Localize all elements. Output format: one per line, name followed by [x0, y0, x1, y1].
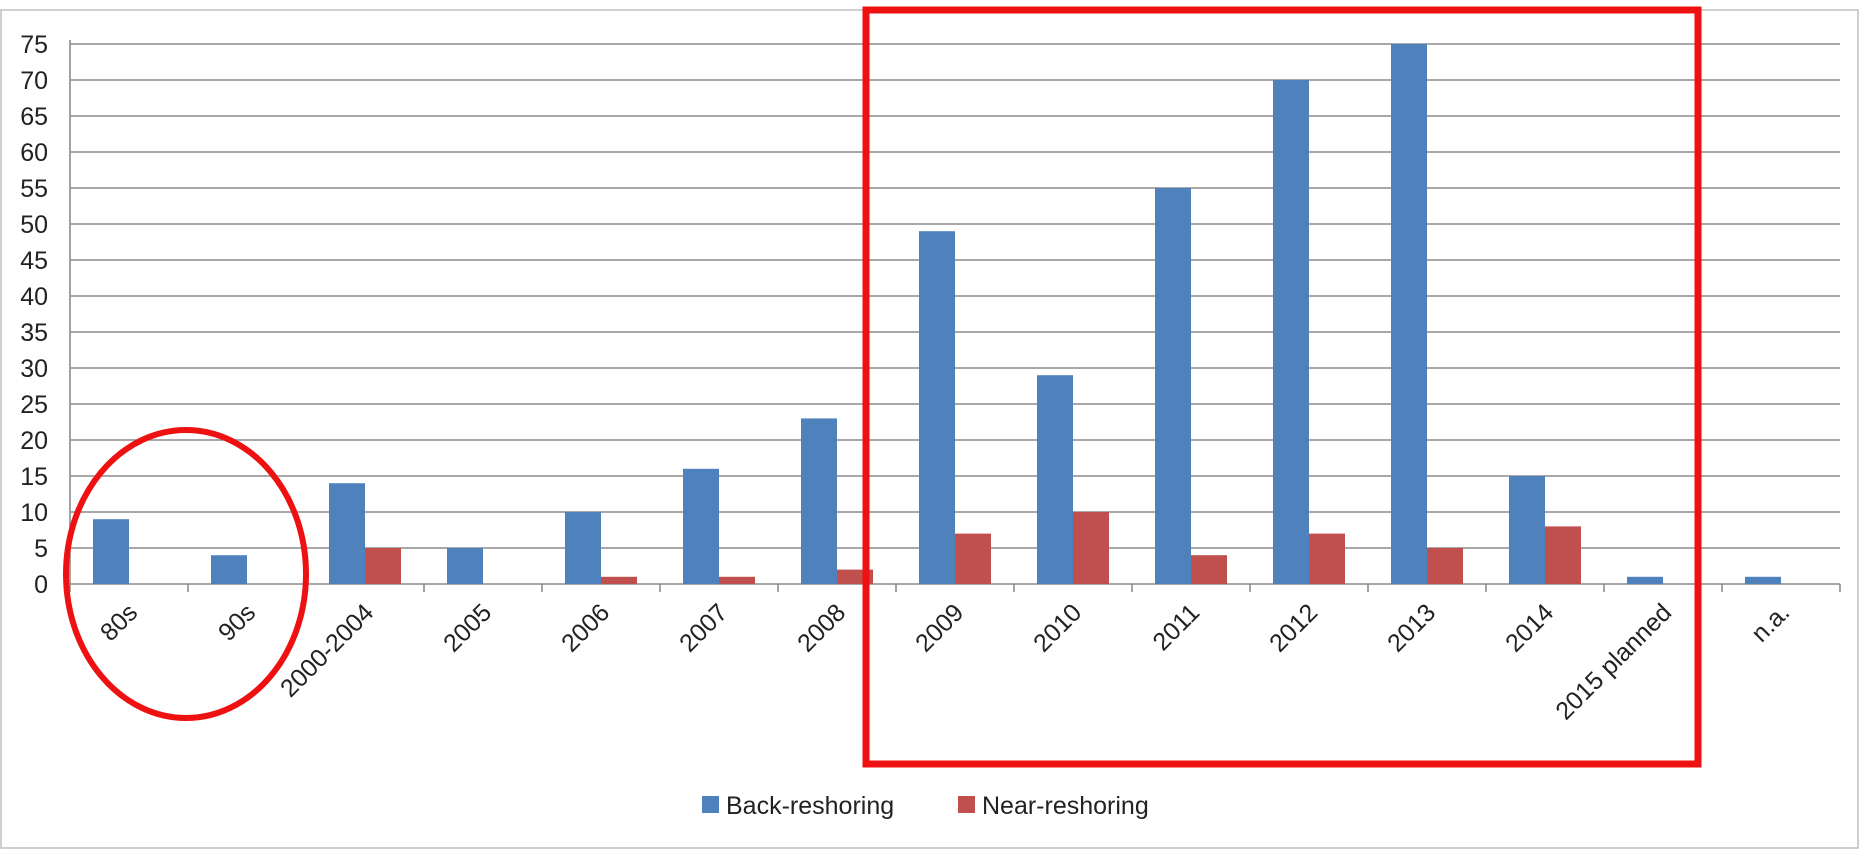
y-tick-label: 10: [20, 499, 48, 527]
bar-near-reshoring: [1309, 533, 1345, 584]
y-tick-label: 50: [20, 211, 48, 239]
bar-back-reshoring: [1273, 80, 1309, 584]
legend-swatch: [702, 796, 719, 813]
legend-label: Near-reshoring: [982, 792, 1149, 820]
bar-back-reshoring: [1745, 576, 1781, 584]
legend-label: Back-reshoring: [726, 792, 894, 820]
bar-back-reshoring: [447, 548, 483, 584]
y-tick-label: 35: [20, 319, 48, 347]
y-axis-ticks: 0 5 10 15 20 25 30 35 40 45 50 55 60 65 70 75: [20, 31, 48, 599]
bar-back-reshoring: [93, 519, 129, 584]
bar-back-reshoring: [683, 468, 719, 584]
bar-back-reshoring: [1627, 576, 1663, 584]
bar-back-reshoring: [1037, 375, 1073, 584]
bar-near-reshoring: [1545, 526, 1581, 584]
y-tick-label: 55: [20, 175, 48, 203]
bar-back-reshoring: [211, 555, 247, 584]
y-tick-label: 30: [20, 355, 48, 383]
y-tick-label: 5: [34, 535, 48, 563]
bar-near-reshoring: [601, 576, 637, 584]
y-tick-label: 65: [20, 103, 48, 131]
annotations: [63, 6, 1702, 768]
bar-near-reshoring: [1427, 548, 1463, 584]
highlight-rectangle: [862, 6, 1702, 768]
bar-near-reshoring: [1073, 512, 1109, 584]
bar-back-reshoring: [919, 231, 955, 584]
bar-back-reshoring: [801, 418, 837, 584]
bar-near-reshoring: [1191, 555, 1227, 584]
bar-back-reshoring: [1391, 44, 1427, 584]
bar-back-reshoring: [1155, 188, 1191, 584]
y-tick-label: 70: [20, 67, 48, 95]
y-tick-label: 75: [20, 31, 48, 59]
bar-near-reshoring: [955, 533, 991, 584]
y-tick-label: 45: [20, 247, 48, 275]
legend-swatch: [958, 796, 975, 813]
bar-near-reshoring: [365, 548, 401, 584]
legend: Back-reshoring Near-reshoring: [702, 792, 1149, 820]
y-tick-label: 60: [20, 139, 48, 167]
y-tick-label: 15: [20, 463, 48, 491]
highlight-ellipse: [63, 427, 309, 721]
y-tick-label: 0: [34, 571, 48, 599]
bar-back-reshoring: [1509, 476, 1545, 584]
bar-back-reshoring: [565, 512, 601, 584]
y-tick-label: 25: [20, 391, 48, 419]
bar-near-reshoring: [719, 576, 755, 584]
bar-back-reshoring: [329, 483, 365, 584]
y-tick-label: 20: [20, 427, 48, 455]
bars: [93, 44, 1781, 584]
y-tick-label: 40: [20, 283, 48, 311]
